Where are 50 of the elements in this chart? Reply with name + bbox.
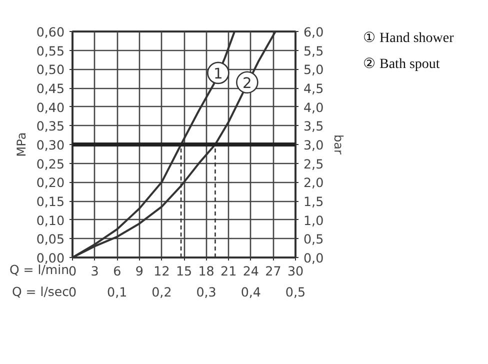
x2-tick-label: 0 bbox=[68, 284, 77, 300]
x2-tick-label: 0,4 bbox=[240, 284, 261, 300]
x-tick-label: 3 bbox=[90, 264, 99, 278]
annotation: 1 bbox=[214, 65, 223, 82]
x2-tick-label: 0,5 bbox=[285, 284, 306, 300]
y2-tick-label: 6,0 bbox=[304, 24, 324, 40]
y2-tick-label: 4,5 bbox=[304, 81, 324, 96]
y2-tick-label: 0,5 bbox=[304, 232, 324, 247]
y-tick-label: 0,00 bbox=[36, 250, 65, 266]
x-tick-label: 15 bbox=[176, 264, 192, 278]
x2-axis-title: Q = l/sec bbox=[12, 283, 69, 301]
y-tick-label: 0,20 bbox=[36, 175, 65, 190]
y2-tick-label: 3,0 bbox=[304, 138, 324, 152]
y2-tick-label: 5,5 bbox=[304, 43, 324, 58]
y2-tick-label: 2,5 bbox=[304, 156, 324, 172]
y2-tick-label: 2,0 bbox=[304, 175, 324, 190]
y-tick-label: 0,05 bbox=[36, 232, 65, 247]
text: ① Hand shower bbox=[363, 30, 454, 48]
y2-tick-label: 1,5 bbox=[304, 194, 324, 209]
y-tick-label: 0,45 bbox=[36, 81, 65, 96]
x-tick-label: 27 bbox=[265, 264, 282, 278]
x2-tick-label: 0,3 bbox=[196, 284, 216, 300]
annotation: 2 bbox=[242, 74, 252, 92]
y-tick-label: 0,25 bbox=[36, 156, 65, 172]
y2-tick-label: 3,5 bbox=[304, 118, 324, 134]
y-tick-label: 0,35 bbox=[36, 118, 65, 134]
x-tick-label: 30 bbox=[287, 264, 304, 278]
y2-axis-title: bar bbox=[332, 134, 346, 155]
x-tick-label: 18 bbox=[198, 264, 214, 278]
y2-tick-label: 1,0 bbox=[304, 212, 324, 228]
x-tick-label: 21 bbox=[220, 264, 237, 278]
y-tick-label: 0,60 bbox=[36, 24, 65, 40]
y2-tick-label: 4,0 bbox=[304, 100, 324, 115]
text: ② Bath spout bbox=[363, 56, 441, 74]
y2-tick-label: 0,0 bbox=[304, 250, 324, 266]
x-tick-label: 0 bbox=[68, 264, 77, 278]
y-tick-label: 0,10 bbox=[36, 212, 65, 228]
x2-tick-label: 0,2 bbox=[152, 284, 172, 300]
y-tick-label: 0,40 bbox=[36, 100, 65, 115]
y-tick-label: 0,15 bbox=[36, 194, 65, 209]
y-tick-label: 0,55 bbox=[36, 43, 65, 58]
y2-tick-label: 5,0 bbox=[304, 62, 324, 78]
x-tick-label: 12 bbox=[154, 264, 170, 278]
x-tick-label: 9 bbox=[135, 264, 144, 278]
y-axis-title: MPa bbox=[14, 132, 28, 157]
x-tick-label: 24 bbox=[242, 264, 259, 278]
y-tick-label: 0,30 bbox=[36, 138, 65, 152]
x2-tick-label: 0,1 bbox=[107, 284, 128, 300]
y-tick-label: 0,50 bbox=[36, 62, 65, 78]
x-tick-label: 6 bbox=[113, 264, 122, 278]
